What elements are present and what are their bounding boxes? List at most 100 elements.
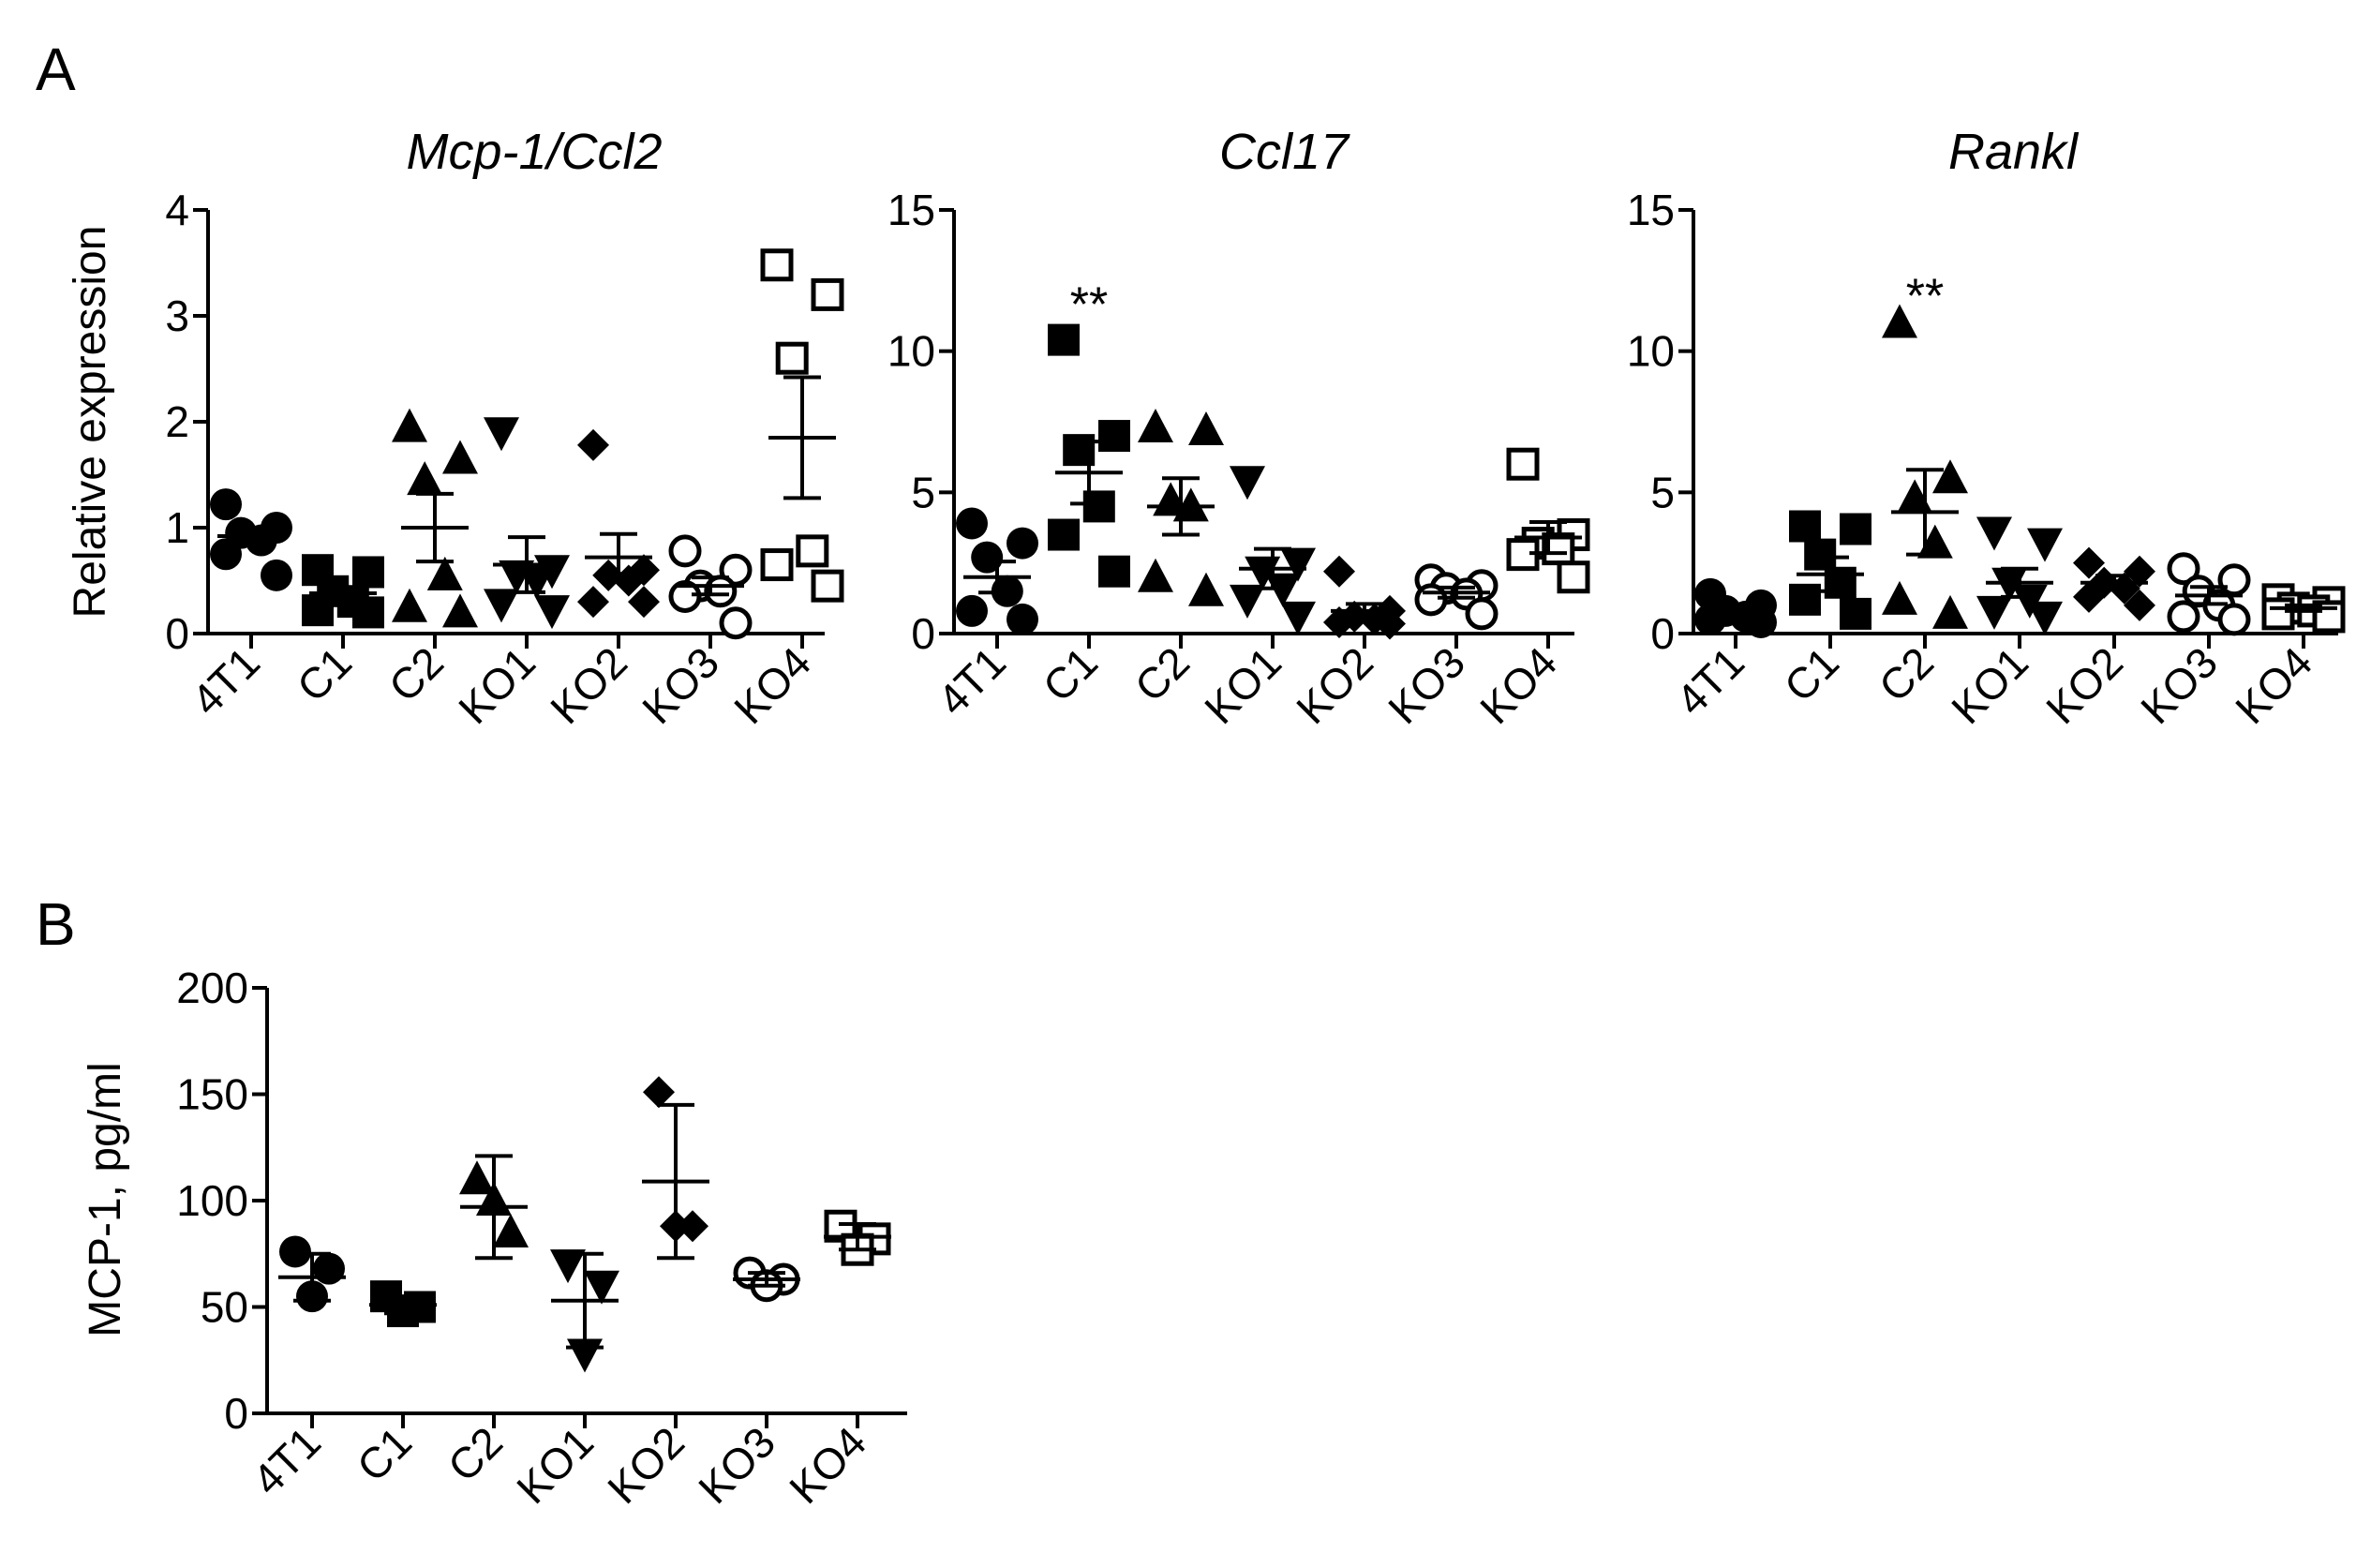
data-point xyxy=(1188,572,1224,606)
data-point xyxy=(407,461,443,496)
data-point xyxy=(1745,605,1777,638)
data-point xyxy=(628,586,660,619)
y-tick-label: 100 xyxy=(176,1176,248,1225)
data-point xyxy=(245,524,277,557)
data-point xyxy=(971,541,1004,574)
data-point xyxy=(534,595,570,630)
data-point xyxy=(313,1252,345,1285)
y-tick-label: 0 xyxy=(224,1389,248,1438)
data-point xyxy=(677,1210,708,1243)
x-tick-label: KO4 xyxy=(2226,637,2321,733)
y-tick-label: 4 xyxy=(165,186,189,234)
x-tick-label: KO1 xyxy=(449,637,544,733)
x-tick-label: C2 xyxy=(439,1417,512,1490)
data-point xyxy=(352,556,384,589)
data-point xyxy=(1098,555,1130,588)
data-point xyxy=(1048,518,1080,551)
y-tick-label: 1 xyxy=(165,503,189,552)
x-tick-label: KO2 xyxy=(541,637,636,733)
data-point xyxy=(1789,583,1821,616)
x-tick-label: KO2 xyxy=(598,1417,693,1513)
x-tick-label: KO3 xyxy=(633,637,728,733)
data-point xyxy=(279,1235,311,1268)
data-point xyxy=(1840,513,1871,545)
data-point xyxy=(1976,595,2012,630)
y-tick-label: 10 xyxy=(1627,327,1675,376)
data-point xyxy=(392,588,427,622)
data-point xyxy=(442,440,478,474)
data-point xyxy=(1280,601,1316,635)
y-tick-label: 200 xyxy=(176,963,248,1012)
data-point xyxy=(2124,589,2155,621)
x-tick-label: KO4 xyxy=(724,637,820,733)
data-point xyxy=(2027,528,2063,562)
chart-title: Ccl17 xyxy=(1219,124,1350,180)
data-point xyxy=(2217,563,2251,597)
x-tick-label: KO4 xyxy=(780,1417,875,1513)
y-tick-label: 5 xyxy=(1650,468,1675,516)
data-point xyxy=(1414,583,1448,617)
x-tick-label: C1 xyxy=(288,637,361,710)
panel-label-b: B xyxy=(36,890,76,958)
x-tick-label: KO1 xyxy=(1195,637,1290,733)
data-point xyxy=(956,594,988,627)
data-point xyxy=(1557,560,1590,594)
x-tick-label: C2 xyxy=(1870,637,1943,710)
data-point xyxy=(1789,510,1821,543)
data-point xyxy=(1506,447,1540,481)
y-tick-label: 0 xyxy=(165,609,189,658)
data-point xyxy=(1882,580,1917,615)
data-point xyxy=(668,579,702,613)
data-point xyxy=(584,1270,619,1305)
chart-title: Rankl xyxy=(1948,124,2080,180)
data-point xyxy=(811,569,844,603)
data-point xyxy=(1230,466,1265,500)
data-point xyxy=(811,277,844,311)
x-tick-label: KO1 xyxy=(1942,637,2037,733)
data-point xyxy=(2167,600,2200,634)
data-point xyxy=(426,556,463,590)
data-point xyxy=(1932,459,1968,494)
significance-annotation: ** xyxy=(1906,269,1944,323)
data-point xyxy=(796,534,829,568)
data-point xyxy=(1138,558,1173,592)
x-tick-label: C2 xyxy=(1126,637,1199,710)
data-point xyxy=(1188,411,1224,446)
data-point xyxy=(2124,555,2155,588)
y-axis-label: MCP-1, pg/ml xyxy=(81,1062,130,1337)
data-point xyxy=(459,1160,495,1195)
data-point xyxy=(1465,597,1499,631)
data-point xyxy=(1138,409,1173,443)
data-point xyxy=(261,559,292,591)
data-point xyxy=(1323,605,1355,638)
x-tick-label: C1 xyxy=(1775,637,1848,710)
data-point xyxy=(1098,420,1130,453)
data-point xyxy=(760,548,794,582)
data-point xyxy=(2073,546,2105,579)
x-tick-label: KO3 xyxy=(689,1417,784,1513)
data-point xyxy=(577,586,609,619)
y-tick-label: 50 xyxy=(201,1283,248,1332)
data-point xyxy=(1840,597,1871,630)
data-point xyxy=(1280,547,1316,582)
panel-label-a: A xyxy=(36,36,76,103)
data-point xyxy=(493,1214,529,1248)
data-point xyxy=(2217,603,2251,636)
data-point xyxy=(484,417,519,452)
x-tick-label: KO2 xyxy=(2036,637,2132,733)
x-tick-label: KO4 xyxy=(1470,637,1566,733)
y-tick-label: 2 xyxy=(165,397,189,446)
x-tick-label: KO2 xyxy=(1287,637,1382,733)
data-point xyxy=(352,596,384,629)
x-tick-label: C2 xyxy=(380,637,453,710)
y-tick-label: 5 xyxy=(911,468,935,516)
data-point xyxy=(1932,594,1968,629)
data-point xyxy=(1897,479,1933,514)
x-tick-label: 4T1 xyxy=(243,1417,330,1504)
x-tick-label: KO1 xyxy=(507,1417,603,1513)
y-tick-label: 15 xyxy=(1627,186,1675,234)
